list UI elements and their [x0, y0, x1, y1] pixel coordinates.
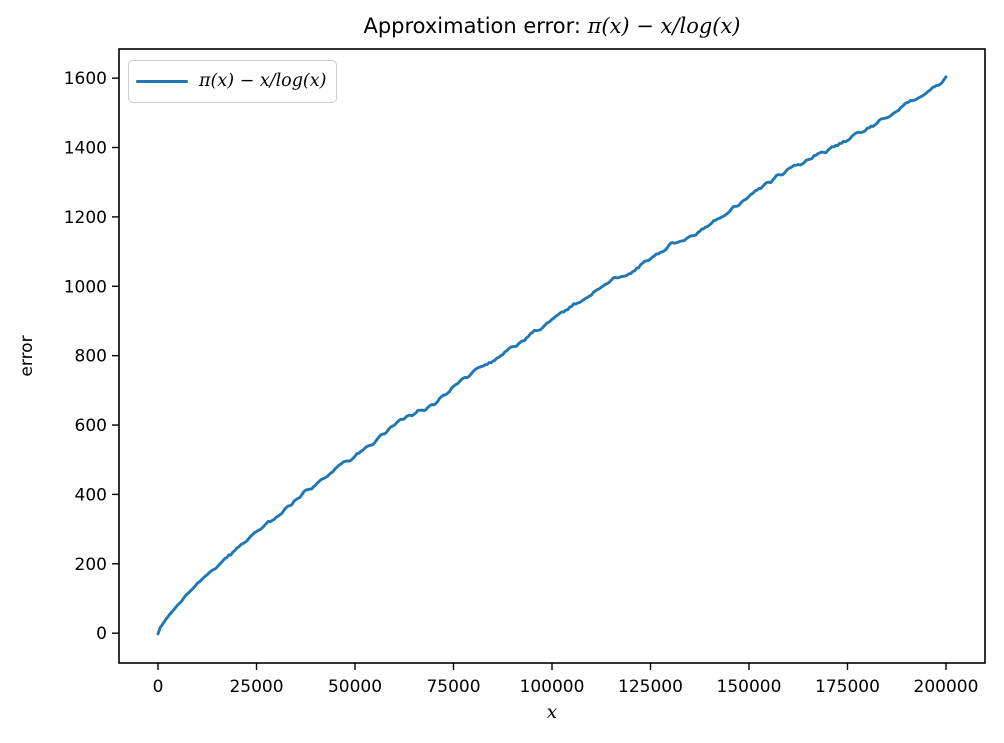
x-tick-label: 125000	[618, 677, 683, 697]
y-tick-label: 1600	[64, 69, 107, 89]
y-axis-label: error	[17, 335, 37, 377]
legend-label: π(x) − x/log(x)	[199, 70, 327, 91]
x-tick-label: 25000	[229, 677, 283, 697]
y-tick-label: 200	[75, 555, 107, 575]
x-tick-label: 100000	[520, 677, 585, 697]
plot-border	[118, 48, 986, 664]
x-tick-label: 150000	[717, 677, 782, 697]
chart-title: Approximation error: π(x) − x/log(x)	[119, 13, 985, 39]
y-tick-label: 1400	[64, 139, 107, 159]
y-tick-label: 800	[75, 347, 107, 367]
chart-title-text: Approximation error:	[363, 14, 588, 38]
y-tick-label: 600	[75, 416, 107, 436]
x-axis-ticks: 0 25000 50000 75000 100000 125000 150000 175000…	[153, 663, 979, 697]
chart-title-formula: π(x) − x/log(x)	[587, 14, 741, 38]
x-tick-label: 175000	[815, 677, 880, 697]
legend: π(x) − x/log(x)	[128, 60, 338, 103]
y-tick-label: 1200	[64, 208, 107, 228]
x-tick-label: 200000	[914, 677, 979, 697]
x-tick-label: 0	[153, 677, 164, 697]
legend-line-sample	[136, 79, 188, 84]
series-line	[156, 75, 948, 636]
plot-area	[119, 49, 985, 663]
y-tick-label: 400	[75, 485, 107, 505]
x-axis-label: x	[546, 702, 558, 723]
x-tick-label: 50000	[328, 677, 382, 697]
y-tick-label: 0	[96, 624, 107, 644]
y-axis-ticks: 0 200 400 600 800 1000 1200 1400 1600	[64, 69, 119, 644]
y-tick-label: 1000	[64, 277, 107, 297]
x-tick-label: 75000	[426, 677, 480, 697]
